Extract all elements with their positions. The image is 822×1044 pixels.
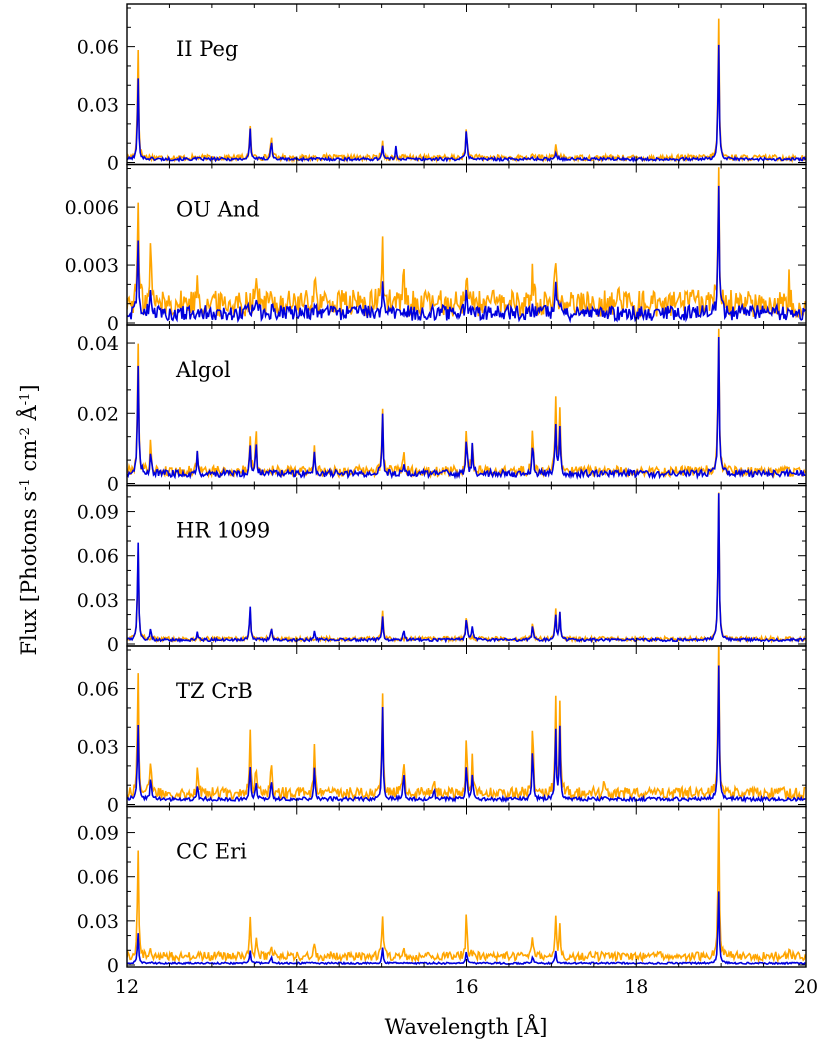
y-tick-label: 0 bbox=[107, 795, 119, 817]
y-axis-title-close: ] bbox=[17, 384, 41, 392]
x-axis-title: Wavelength [Å] bbox=[385, 1014, 548, 1039]
blue-spectrum-line bbox=[127, 493, 806, 644]
orange-spectrum-line bbox=[127, 167, 806, 319]
y-axis-title-exp3: -1 bbox=[18, 393, 33, 406]
panel-title: HR 1099 bbox=[176, 519, 270, 543]
x-tick-label: 14 bbox=[285, 976, 309, 998]
blue-spectrum-line bbox=[127, 337, 806, 481]
orange-spectrum-line bbox=[127, 646, 806, 802]
orange-spectrum-line bbox=[127, 492, 806, 644]
y-axis-title-exp1: -1 bbox=[18, 478, 33, 491]
x-tick-label: 12 bbox=[115, 976, 139, 998]
y-tick-label: 0 bbox=[107, 153, 119, 175]
y-tick-label: 0.04 bbox=[77, 333, 119, 355]
y-tick-label: 0.06 bbox=[77, 679, 119, 701]
y-tick-label: 0.003 bbox=[65, 255, 119, 277]
y-axis-title-main: Flux [Photons s bbox=[17, 491, 41, 656]
y-axis-title-unit: Å bbox=[16, 404, 41, 427]
y-tick-label: 0.03 bbox=[77, 590, 119, 612]
panel-frame bbox=[126, 805, 807, 968]
y-tick-label: 0.02 bbox=[77, 403, 119, 425]
blue-spectrum-line bbox=[127, 891, 806, 966]
y-axis-title-exp2: -2 bbox=[18, 427, 33, 440]
y-tick-label: 0.03 bbox=[77, 911, 119, 933]
panel-title: II Peg bbox=[176, 37, 238, 61]
blue-spectrum-line bbox=[127, 185, 806, 324]
x-tick-label: 16 bbox=[454, 976, 478, 998]
y-tick-label: 0.09 bbox=[77, 823, 119, 845]
y-tick-label: 0 bbox=[107, 313, 119, 335]
y-tick-label: 0 bbox=[107, 955, 119, 977]
y-tick-label: 0.03 bbox=[77, 95, 119, 117]
panel-ou-and: 0 0.003 0.006 OU And bbox=[65, 163, 807, 335]
panel-hr-1099: 0 0.03 0.06 0.09 HR 1099 bbox=[77, 484, 807, 656]
y-axis-title: Flux [Photons s-1 cm-2 Å-1] bbox=[16, 384, 41, 655]
x-tick-label: 18 bbox=[624, 976, 648, 998]
panel-ii-peg: 0 0.03 0.06 II Peg bbox=[77, 3, 807, 175]
y-tick-label: 0.06 bbox=[77, 546, 119, 568]
panel-tz-crb: 0 0.03 0.06 TZ CrB bbox=[77, 645, 807, 817]
orange-spectrum-line bbox=[127, 808, 806, 964]
y-tick-label: 0.006 bbox=[65, 197, 119, 219]
blue-spectrum-line bbox=[127, 44, 806, 163]
y-axis-title-mid: cm bbox=[17, 440, 41, 478]
panels-layer: 0 0.03 0.06 II Peg 0 0.003 0.006 OU And 0 0.02 0.0… bbox=[65, 3, 818, 998]
panel-title: OU And bbox=[176, 198, 260, 222]
panel-frame bbox=[126, 645, 807, 808]
blue-spectrum-line bbox=[127, 665, 806, 804]
x-tick-label: 20 bbox=[794, 976, 818, 998]
panel-algol: 0 0.02 0.04 Algol bbox=[77, 324, 807, 496]
panel-frame bbox=[126, 324, 807, 487]
y-tick-label: 0.06 bbox=[77, 37, 119, 59]
y-tick-label: 0 bbox=[107, 474, 119, 496]
panel-title: CC Eri bbox=[176, 840, 247, 864]
panel-title: Algol bbox=[175, 358, 231, 382]
y-tick-label: 0.09 bbox=[77, 502, 119, 524]
panel-title: TZ CrB bbox=[176, 679, 253, 703]
y-tick-label: 0 bbox=[107, 634, 119, 656]
y-tick-label: 0.03 bbox=[77, 737, 119, 759]
panel-cc-eri: 0 0.03 0.06 0.09 CC Eri bbox=[77, 805, 807, 977]
y-tick-label: 0.06 bbox=[77, 867, 119, 889]
